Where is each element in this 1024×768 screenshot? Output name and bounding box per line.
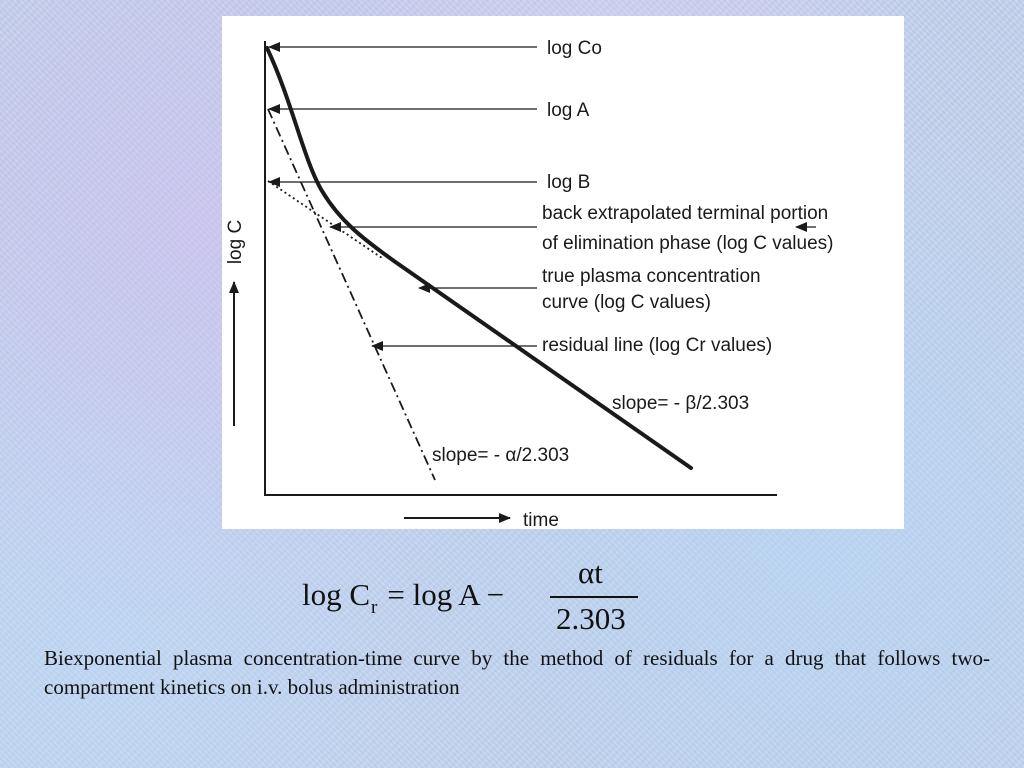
slope-beta-label: slope= - β/2.303 bbox=[612, 393, 749, 414]
fraction-bar bbox=[550, 596, 638, 598]
true-curve-label-line2: curve (log C values) bbox=[542, 292, 711, 313]
biexponential-diagram: log C time log Co log A log B back extra… bbox=[225, 38, 834, 529]
true-plasma-curve bbox=[265, 46, 693, 470]
equation-denominator: 2.303 bbox=[556, 601, 626, 636]
back-extrapolated-label-line2: of elimination phase (log C values) bbox=[542, 233, 834, 254]
figure-panel: log C time log Co log A log B back extra… bbox=[222, 16, 904, 529]
residual-line-label: residual line (log Cr values) bbox=[542, 335, 772, 356]
residual-equation: log Cr = log A − αt 2.303 bbox=[300, 555, 660, 640]
log-a-label: log A bbox=[547, 100, 590, 121]
residual-line bbox=[267, 108, 436, 481]
equation-numerator: αt bbox=[578, 555, 603, 590]
slope-alpha-label: slope= - α/2.303 bbox=[432, 445, 569, 466]
true-curve-label-line1: true plasma concentration bbox=[542, 266, 761, 287]
x-axis-label: time bbox=[523, 510, 559, 529]
equation-left-side: log Cr = log A − bbox=[302, 577, 505, 618]
log-co-label: log Co bbox=[547, 38, 602, 59]
equation-subscript: r bbox=[371, 597, 378, 618]
log-b-label: log B bbox=[547, 172, 590, 193]
equation-right-side: = log A − bbox=[387, 577, 505, 612]
figure-caption: Biexponential plasma concentration-time … bbox=[44, 646, 990, 699]
back-extrapolated-label-line1: back extrapolated terminal portion bbox=[542, 203, 828, 224]
y-axis-label: log C bbox=[225, 220, 246, 264]
equation-log-c: log C bbox=[302, 577, 371, 612]
